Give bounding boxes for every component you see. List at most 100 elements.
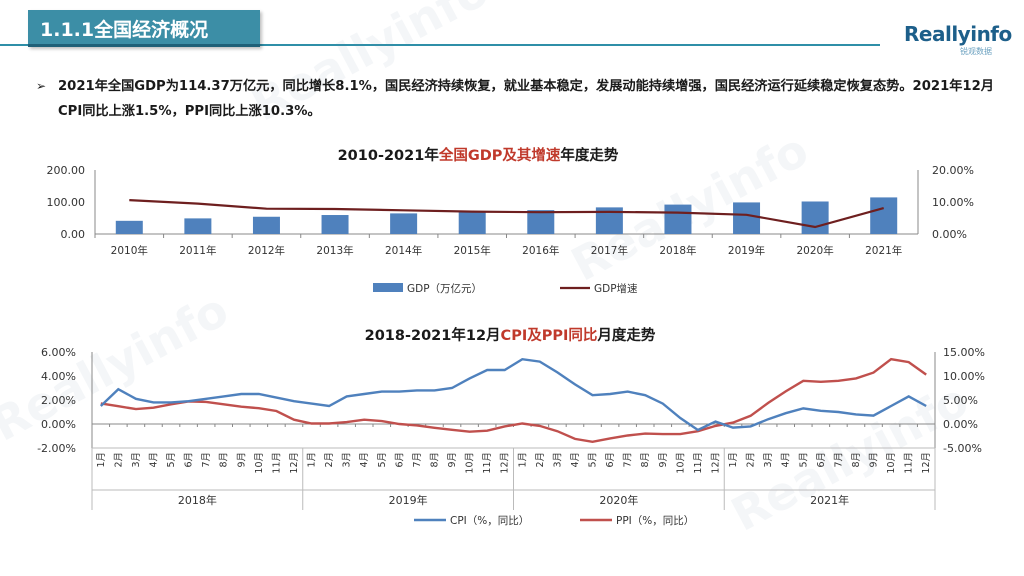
gdp-chart-title-part: 全国GDP及其增速 xyxy=(438,146,561,164)
cpi-ppi-month-label: 1月 xyxy=(517,452,528,468)
cpi-ppi-month-label: 9月 xyxy=(869,452,880,468)
gdp-legend-label: GDP（万亿元） xyxy=(407,282,482,295)
cpi-ppi-month-label: 7月 xyxy=(623,452,634,468)
gdp-x-tick-label: 2013年 xyxy=(316,244,353,257)
cpi-ppi-month-label: 7月 xyxy=(833,452,844,468)
gdp-bar xyxy=(870,197,898,234)
gdp-x-tick-label: 2019年 xyxy=(728,244,765,257)
ppi-legend-label: PPI（%，同比） xyxy=(616,514,694,527)
gdp-bar xyxy=(458,211,486,234)
cpi-ppi-month-label: 2月 xyxy=(113,452,124,468)
cpi-ppi-month-label: 12月 xyxy=(500,452,511,474)
cpi-ppi-month-label: 10月 xyxy=(675,452,686,474)
gdp-bar xyxy=(184,218,212,234)
cpi-ppi-month-label: 10月 xyxy=(254,452,265,474)
ppi-y-right-tick: 10.00% xyxy=(943,370,985,383)
cpi-ppi-month-label: 3月 xyxy=(131,452,142,468)
cpi-ppi-month-label: 6月 xyxy=(605,452,616,468)
section-title-box: 1.1.1全国经济概况 xyxy=(28,10,260,47)
cpi-ppi-chart: 2018-2021年12月CPI及PPI同比月度走势 6.00% 4.00% 2.00… xyxy=(37,326,985,527)
gdp-x-tick-label: 2020年 xyxy=(797,244,834,257)
cpi-ppi-month-label: 8月 xyxy=(640,452,651,468)
cpi-ppi-month-label: 11月 xyxy=(904,452,915,474)
cpi-ppi-month-label: 5月 xyxy=(798,452,809,468)
gdp-chart-title: 2010-2021年全国GDP及其增速年度走势 xyxy=(338,146,619,164)
gdp-x-tick-label: 2014年 xyxy=(385,244,422,257)
cpi-ppi-month-label: 6月 xyxy=(184,452,195,468)
ppi-y-right-tick: 15.00% xyxy=(943,346,985,359)
cpi-y-left-tick: 2.00% xyxy=(41,394,76,407)
gdp-growth-line xyxy=(129,199,884,229)
cpi-y-left-tick: 4.00% xyxy=(41,370,76,383)
cpi-ppi-month-label: 2月 xyxy=(535,452,546,468)
cpi-ppi-month-label: 11月 xyxy=(271,452,282,474)
cpi-ppi-month-label: 4月 xyxy=(359,452,370,468)
cpi-ppi-month-label: 4月 xyxy=(781,452,792,468)
cpi-legend-label: CPI（%，同比） xyxy=(450,514,529,527)
summary-text: 2021年全国GDP为114.37万亿元，同比增长8.1%，国民经济持续恢复，就… xyxy=(58,79,994,119)
gdp-bar xyxy=(321,215,349,234)
gdp-bar xyxy=(664,204,692,234)
gdp-y-left-tick: 0.00 xyxy=(61,228,86,241)
gdp-chart-title-part: 2010-2021年 xyxy=(338,146,440,164)
gdp-bar xyxy=(390,213,418,234)
cpi-y-left-tick: 6.00% xyxy=(41,346,76,359)
gdp-x-tick-label: 2011年 xyxy=(179,244,216,257)
bullet-arrow-icon: ➢ xyxy=(36,79,47,93)
section-title: 1.1.1全国经济概况 xyxy=(40,19,209,41)
cpi-ppi-month-label: 6月 xyxy=(394,452,405,468)
gdp-x-tick-label: 2015年 xyxy=(454,244,491,257)
gdp-y-right-tick: 20.00% xyxy=(932,164,974,177)
gdp-y-right-tick: 0.00% xyxy=(932,228,967,241)
gdp-bar xyxy=(252,216,280,234)
cpi-ppi-month-label: 11月 xyxy=(693,452,704,474)
header-rule xyxy=(0,44,880,46)
cpi-ppi-month-label: 3月 xyxy=(342,452,353,468)
gdp-bar xyxy=(801,201,829,234)
cpi-ppi-month-label: 9月 xyxy=(658,452,669,468)
gdp-y-left-tick: 200.00 xyxy=(47,164,86,177)
cpi-ppi-month-label: 12月 xyxy=(710,452,721,474)
cpi-ppi-month-label: 12月 xyxy=(921,452,932,474)
brand-logo: Reallyinfo xyxy=(904,22,1012,46)
cpi-ppi-month-label: 5月 xyxy=(588,452,599,468)
cpi-ppi-month-label: 5月 xyxy=(377,452,388,468)
ppi-y-right-tick: 0.00% xyxy=(943,418,978,431)
cpi-y-left-tick: 0.00% xyxy=(41,418,76,431)
cpi-ppi-chart-title-part: 2018-2021年12月 xyxy=(365,326,501,344)
gdp-bar xyxy=(527,210,555,234)
cpi-ppi-month-label: 7月 xyxy=(201,452,212,468)
cpi-ppi-month-label: 3月 xyxy=(552,452,563,468)
cpi-ppi-month-label: 4月 xyxy=(570,452,581,468)
cpi-ppi-month-label: 6月 xyxy=(816,452,827,468)
cpi-ppi-month-label: 7月 xyxy=(412,452,423,468)
cpi-ppi-month-label: 8月 xyxy=(851,452,862,468)
cpi-ppi-month-label: 8月 xyxy=(429,452,440,468)
gdp-chart: 2010-2021年全国GDP及其增速年度走势 200.00 100.00 0.00 2… xyxy=(47,146,974,295)
gdp-bar xyxy=(733,202,761,234)
cpi-ppi-month-label: 9月 xyxy=(236,452,247,468)
cpi-ppi-chart-title: 2018-2021年12月CPI及PPI同比月度走势 xyxy=(365,326,656,344)
cpi-ppi-month-label: 4月 xyxy=(148,452,159,468)
gdp-x-tick-label: 2021年 xyxy=(865,244,902,257)
ppi-y-right-tick: 5.00% xyxy=(943,394,978,407)
cpi-ppi-month-label: 1月 xyxy=(96,452,107,468)
cpi-ppi-month-label: 8月 xyxy=(219,452,230,468)
cpi-y-left-tick: -2.00% xyxy=(37,442,76,455)
cpi-ppi-year-label: 2018年 xyxy=(178,493,217,507)
cpi-ppi-month-label: 1月 xyxy=(307,452,318,468)
cpi-ppi-chart-title-part: CPI及PPI同比 xyxy=(501,326,598,344)
gdp-chart-title-part: 年度走势 xyxy=(560,146,618,164)
cpi-ppi-month-label: 10月 xyxy=(465,452,476,474)
ppi-y-right-tick: -5.00% xyxy=(943,442,982,455)
gdp-legend-swatch xyxy=(373,283,403,292)
gdp-y-right-tick: 10.00% xyxy=(932,196,974,209)
ppi-line xyxy=(100,357,927,444)
cpi-ppi-month-label: 10月 xyxy=(886,452,897,474)
cpi-ppi-year-label: 2019年 xyxy=(389,493,428,507)
cpi-ppi-month-label: 12月 xyxy=(289,452,300,474)
summary-bullet: ➢ 2021年全国GDP为114.37万亿元，同比增长8.1%，国民经济持续恢复… xyxy=(36,74,998,124)
cpi-ppi-year-label: 2020年 xyxy=(599,493,638,507)
cpi-ppi-month-label: 9月 xyxy=(447,452,458,468)
cpi-ppi-month-label: 2月 xyxy=(746,452,757,468)
